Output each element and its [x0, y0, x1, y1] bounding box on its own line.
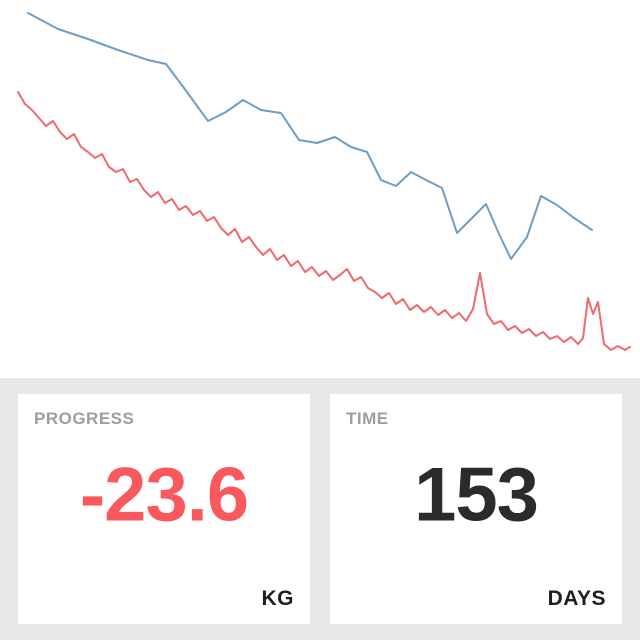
weight-chart	[17, 12, 631, 351]
trend-line	[27, 12, 593, 260]
progress-value: -23.6	[79, 452, 249, 538]
weight-line	[17, 91, 631, 351]
progress-card[interactable]: PROGRESS -23.6 KG	[18, 394, 310, 624]
time-card[interactable]: TIME 153 DAYS	[330, 394, 622, 624]
stats-row: PROGRESS -23.6 KG TIME 153 DAYS	[0, 378, 640, 640]
time-unit: DAYS	[547, 587, 606, 610]
weight-chart-panel	[0, 0, 640, 378]
progress-unit: KG	[261, 587, 294, 610]
progress-label: PROGRESS	[34, 409, 135, 428]
time-label: TIME	[346, 409, 389, 428]
time-value: 153	[414, 452, 539, 538]
